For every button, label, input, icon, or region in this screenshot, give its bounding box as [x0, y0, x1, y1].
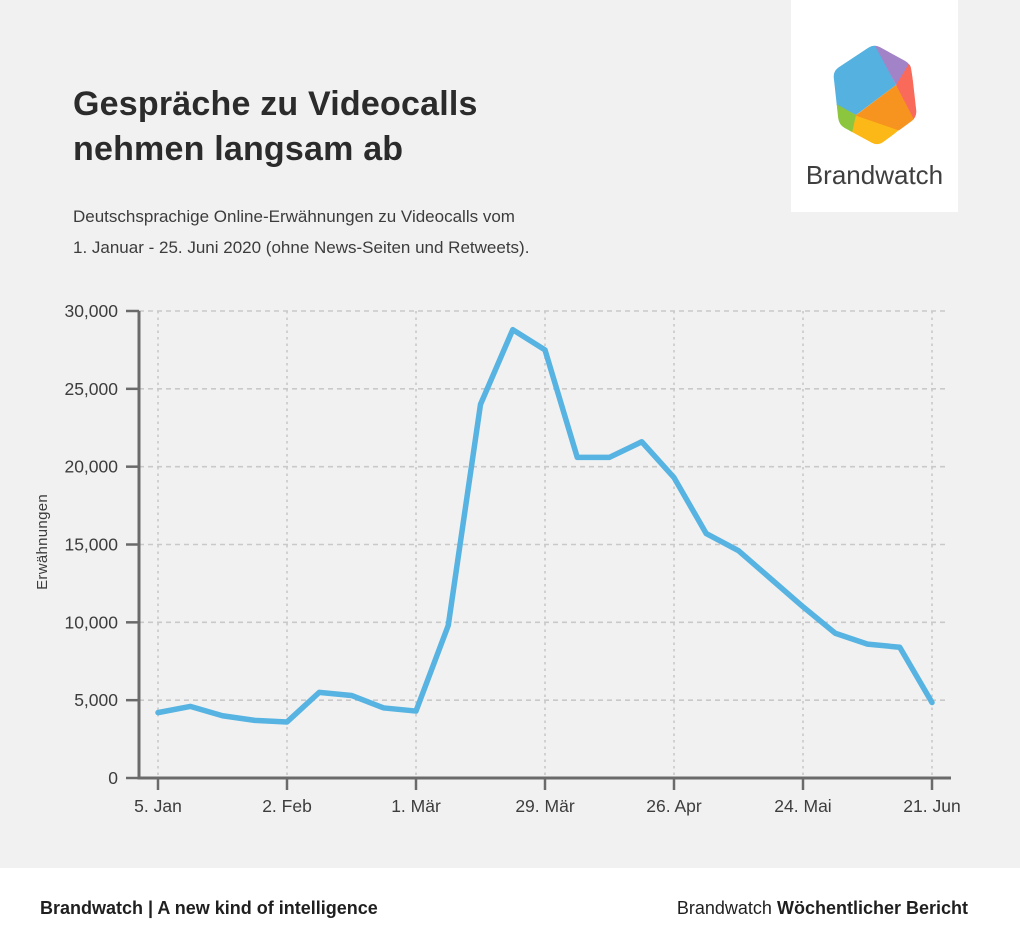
page-title-line-1: Gespräche zu Videocalls — [73, 85, 478, 123]
footer-brand: Brandwatch — [676, 897, 772, 918]
y-tick-label: 30,000 — [64, 301, 118, 321]
y-axis-title: Erwähnungen — [34, 494, 51, 590]
page-title: Gespräche zu Videocalls nehmen langsam a… — [73, 82, 478, 172]
x-tick-label: 29. Mär — [515, 796, 574, 816]
chart-subtitle-line-2: 1. Januar - 25. Juni 2020 (ohne News-Sei… — [73, 238, 530, 257]
chart-subtitle: Deutschsprachige Online-Erwähnungen zu V… — [73, 201, 529, 263]
footer-bar: Brandwatch | A new kind of intelligence … — [0, 868, 1020, 948]
brandwatch-logo-card: Brandwatch — [791, 0, 958, 212]
footer-report-name: Brandwatch Wöchentlicher Bericht — [677, 898, 968, 919]
y-tick-label: 20,000 — [64, 457, 118, 477]
y-tick-label: 25,000 — [64, 379, 118, 399]
x-tick-label: 24. Mai — [774, 796, 831, 816]
hex-segment-orange — [855, 85, 914, 131]
y-tick-label: 15,000 — [64, 535, 118, 555]
page-title-line-2: nehmen langsam ab — [73, 130, 404, 168]
brandwatch-wordmark: Brandwatch — [805, 160, 944, 190]
hex-segment-red — [895, 62, 916, 123]
footer-tagline: Brandwatch | A new kind of intelligence — [40, 897, 378, 918]
x-tick-label: 5. Jan — [134, 796, 182, 816]
brandwatch-hexagon-icon — [833, 45, 916, 145]
x-tick-label: 21. Jun — [903, 796, 960, 816]
y-tick-label: 0 — [108, 768, 118, 788]
x-tick-label: 26. Apr — [646, 796, 702, 816]
report-body: 0 5,000 10,000 15,000 20,000 25,000 30,000 5. J… — [0, 0, 1020, 868]
x-tick-label: 2. Feb — [262, 796, 312, 816]
chart-subtitle-line-1: Deutschsprachige Online-Erwähnungen zu V… — [73, 207, 515, 226]
footer-report-title: Wöchentlicher Bericht — [776, 897, 968, 918]
y-tick-label: 10,000 — [64, 612, 118, 632]
mentions-line-chart: 0 5,000 10,000 15,000 20,000 25,000 30,000 5. J… — [64, 301, 960, 816]
mentions-series-line — [155, 326, 935, 725]
x-tick-label: 1. Mär — [391, 796, 441, 816]
y-tick-label: 5,000 — [74, 690, 118, 710]
